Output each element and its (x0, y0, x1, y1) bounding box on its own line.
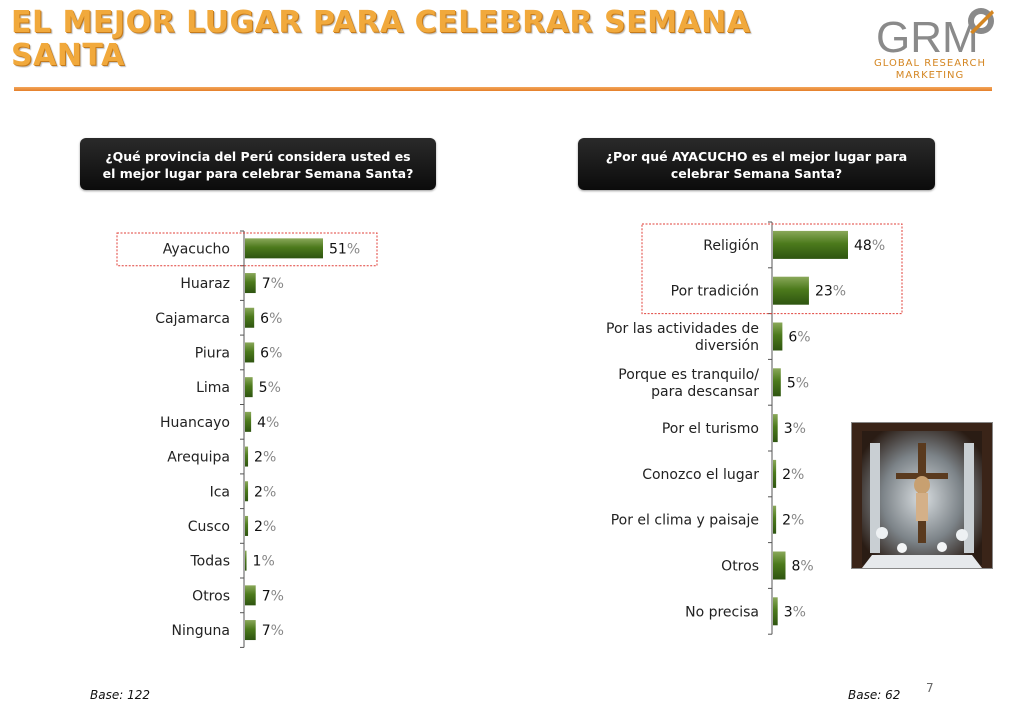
reason-category-label: Por las actividades de (606, 321, 759, 337)
reason-value-label: 3% (784, 604, 806, 620)
province-value-label: 2% (254, 519, 276, 535)
province-category-label: Ayacucho (163, 241, 230, 257)
reason-category-label: Por el clima y paisaje (611, 513, 759, 529)
reason-value-label: 6% (788, 330, 810, 346)
province-value-label: 7% (262, 623, 284, 639)
reason-bar (773, 414, 778, 443)
question-reason-text: ¿Por qué AYACUCHO es el mejor lugar para… (605, 149, 908, 181)
ayacucho-procession-photo (851, 422, 993, 569)
province-category-label: Arequipa (167, 450, 230, 466)
province-category-label: Cajamarca (155, 311, 230, 327)
province-value-label: 1% (253, 554, 275, 570)
province-bar (245, 273, 256, 294)
province-category-label: Piura (195, 345, 230, 361)
reason-value-label: 2% (782, 513, 804, 529)
province-bar (245, 377, 253, 398)
province-category-label: Otros (192, 588, 230, 604)
province-bar (245, 238, 323, 259)
reason-category-label: Porque es tranquilo/ (618, 367, 759, 383)
province-bar (245, 515, 249, 536)
province-category-label: Lima (196, 380, 230, 396)
logo-subtitle-line-1: GLOBAL RESEARCH (873, 58, 986, 69)
reason-bar (773, 276, 809, 305)
page-title: EL MEJOR LUGAR PARA CELEBRAR SEMANA SANT… (11, 6, 750, 72)
province-value-label: 2% (254, 484, 276, 500)
reason-category-label: Otros (721, 559, 759, 575)
reason-bar (773, 597, 778, 626)
logo-subtitle: GLOBAL RESEARCH MARKETING (866, 58, 994, 82)
reason-bar (773, 505, 777, 534)
logo-swirl-icon (968, 8, 994, 34)
reason-bar (773, 459, 777, 488)
reason-value-label: 48% (854, 238, 885, 254)
province-bar (245, 620, 256, 641)
base-note-province: Base: 122 (90, 688, 150, 702)
province-value-label: 2% (254, 450, 276, 466)
reason-value-label: 5% (787, 375, 809, 391)
reason-category-label: Religión (703, 238, 759, 254)
province-category-label: Huaraz (180, 276, 230, 292)
province-value-label: 6% (260, 345, 282, 361)
reason-bar (773, 551, 786, 580)
question-box-province: ¿Qué provincia del Perú considera usted … (80, 138, 436, 190)
province-bar (245, 342, 255, 363)
reason-category-label: para descansar (651, 384, 759, 400)
province-bar (245, 411, 252, 432)
logo-subtitle-line-2: MARKETING (895, 70, 965, 81)
question-box-reason: ¿Por qué AYACUCHO es el mejor lugar para… (578, 138, 935, 190)
reason-category-label: diversión (695, 338, 759, 354)
province-bar (245, 481, 249, 502)
reason-category-label: Por el turismo (662, 421, 759, 437)
province-value-label: 7% (262, 588, 284, 604)
reason-value-label: 3% (784, 421, 806, 437)
province-category-label: Cusco (188, 519, 230, 535)
reason-category-label: No precisa (685, 604, 759, 620)
province-value-label: 51% (329, 241, 360, 257)
province-category-label: Ica (210, 484, 230, 500)
question-province-text: ¿Qué provincia del Perú considera usted … (102, 149, 414, 181)
reason-bar (773, 368, 781, 397)
logo-text: GRM (876, 13, 979, 62)
reason-bar (773, 230, 848, 259)
grm-logo: GRM (876, 8, 994, 62)
base-note-reason: Base: 62 (848, 688, 901, 702)
province-bar (245, 550, 247, 571)
province-category-label: Ninguna (172, 623, 230, 639)
page-title-line-2: SANTA (11, 38, 125, 73)
province-bar (245, 585, 256, 606)
reason-value-label: 2% (782, 467, 804, 483)
reason-value-label: 8% (792, 559, 814, 575)
province-value-label: 7% (262, 276, 284, 292)
province-value-label: 6% (260, 311, 282, 327)
reason-category-label: Por tradición (671, 284, 759, 300)
reason-category-label: Conozco el lugar (642, 467, 759, 483)
reason-highlight-box (641, 223, 903, 315)
province-category-label: Huancayo (160, 415, 230, 431)
province-highlight-box (116, 232, 378, 267)
page-number: 7 (926, 681, 934, 695)
province-value-label: 5% (259, 380, 281, 396)
province-value-label: 4% (257, 415, 279, 431)
page-title-line-1: EL MEJOR LUGAR PARA CELEBRAR SEMANA (11, 5, 751, 40)
reason-value-label: 23% (815, 284, 846, 300)
province-bar (245, 446, 249, 467)
title-divider (14, 87, 992, 91)
province-bar (245, 307, 255, 328)
province-category-label: Todas (190, 554, 231, 570)
reason-bar (773, 322, 783, 351)
